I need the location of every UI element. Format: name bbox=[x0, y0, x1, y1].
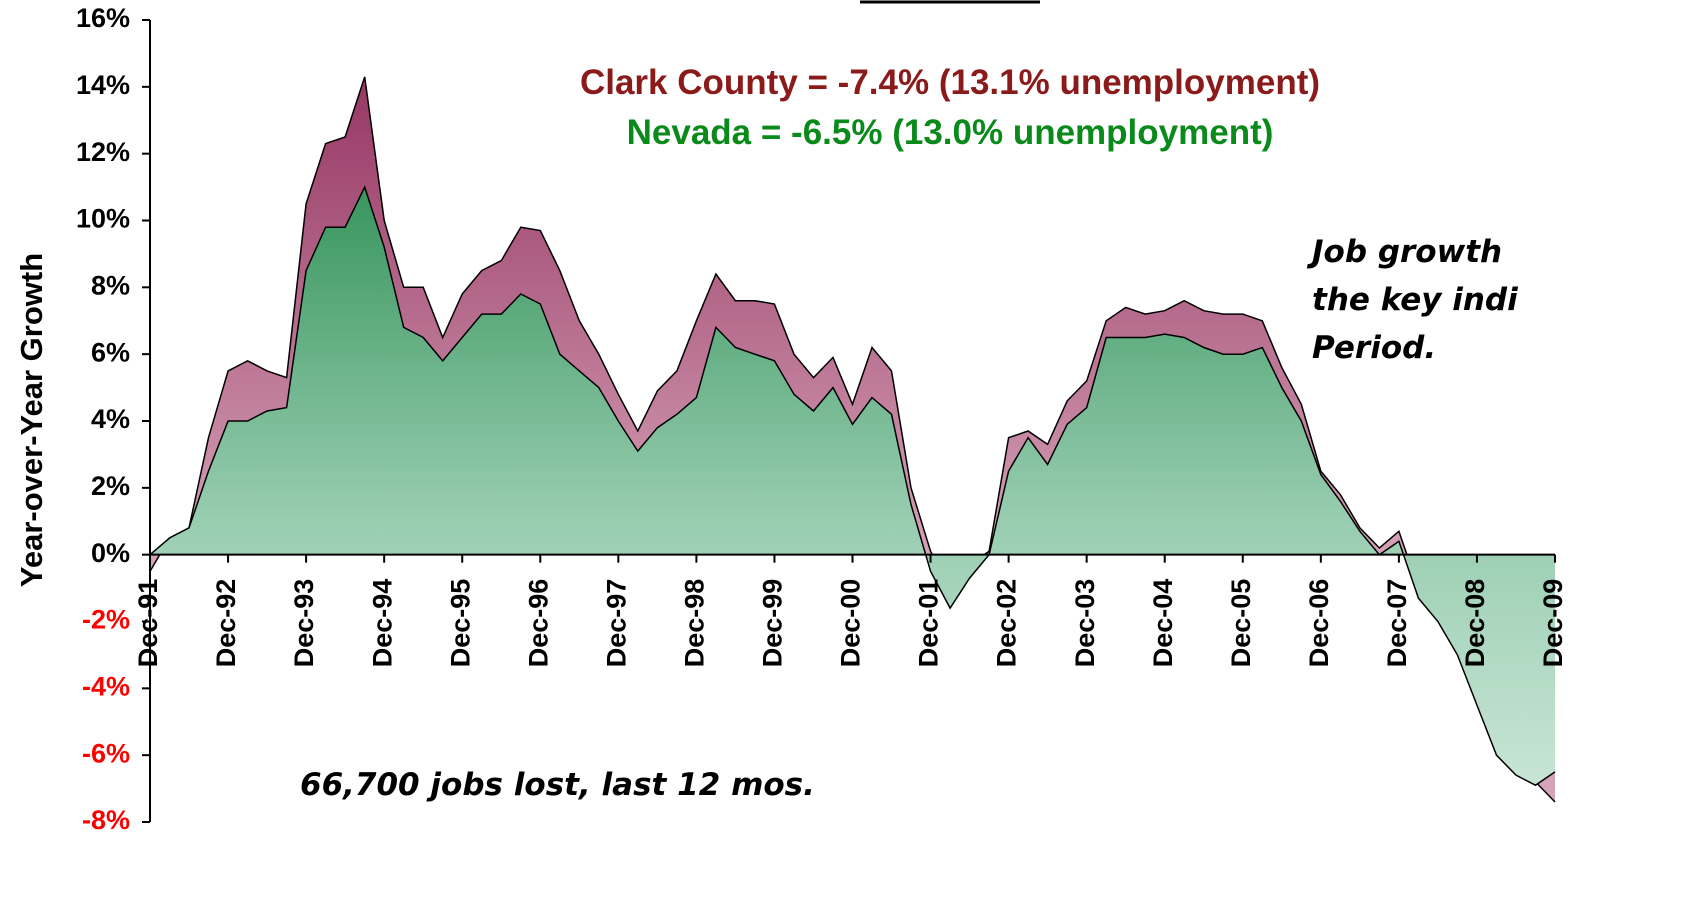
annotation: Nevada = -6.5% (13.0% unemployment) bbox=[627, 113, 1274, 152]
y-tick-label: 6% bbox=[91, 337, 130, 367]
x-tick-label: Dec-07 bbox=[1382, 579, 1412, 668]
x-tick-label: Dec-02 bbox=[992, 579, 1022, 668]
y-axis-label: Year-over-Year Growth bbox=[14, 253, 49, 587]
y-tick-label: 14% bbox=[76, 70, 130, 100]
annotation-text: = -7.4% (13.1% unemployment) bbox=[808, 63, 1321, 102]
x-tick-label: Dec-03 bbox=[1070, 579, 1100, 668]
x-tick-label: Dec-93 bbox=[289, 579, 319, 668]
x-tick-label: Dec-05 bbox=[1226, 579, 1256, 668]
annotation-text: = -6.5% (13.0% unemployment) bbox=[761, 113, 1274, 152]
x-tick-label: Dec-04 bbox=[1148, 579, 1178, 668]
chart: Year-over-Year Growth Clark County = -7.… bbox=[0, 0, 1706, 912]
x-tick-label: Dec-99 bbox=[758, 579, 788, 668]
x-tick-label: Dec-09 bbox=[1538, 579, 1568, 668]
series-name: Nevada bbox=[627, 113, 752, 152]
area bbox=[150, 187, 1555, 785]
y-tick-label: 2% bbox=[91, 471, 130, 501]
page: {"chart_data": { "type": "area", "y_labe… bbox=[0, 0, 1706, 912]
y-tick-label: -4% bbox=[82, 671, 130, 701]
annotation: Clark County = -7.4% (13.1% unemployment… bbox=[580, 63, 1320, 102]
x-tick-label: Dec-98 bbox=[680, 579, 710, 668]
x-tick-label: Dec-00 bbox=[836, 579, 866, 668]
note: 66,700 jobs lost, last 12 mos. bbox=[300, 767, 815, 803]
y-tick-label: -2% bbox=[82, 605, 130, 635]
y-tick-label: 4% bbox=[91, 404, 130, 434]
x-tick-label: Dec-95 bbox=[445, 579, 475, 668]
series-name: Clark County bbox=[580, 63, 798, 102]
y-tick-label: -6% bbox=[82, 738, 130, 768]
x-tick-label: Dec-08 bbox=[1460, 579, 1490, 668]
y-tick-label: -8% bbox=[82, 805, 130, 835]
y-tick-label: 16% bbox=[76, 3, 130, 33]
note: the key indi bbox=[1312, 282, 1518, 318]
y-tick-label: 12% bbox=[76, 137, 130, 167]
x-tick-label: Dec-01 bbox=[914, 579, 944, 668]
x-tick-label: Dec-94 bbox=[367, 579, 397, 668]
y-tick-label: 8% bbox=[91, 270, 130, 300]
x-tick-label: Dec-97 bbox=[601, 579, 631, 668]
x-tick-label: Dec-92 bbox=[211, 579, 241, 668]
note: Period. bbox=[1312, 330, 1436, 366]
x-tick-label: Dec-96 bbox=[523, 579, 553, 668]
x-tick-label: Dec-91 bbox=[133, 579, 163, 668]
x-tick-label: Dec-06 bbox=[1304, 579, 1334, 668]
y-tick-label: 0% bbox=[91, 538, 130, 568]
y-tick-label: 10% bbox=[76, 204, 130, 234]
note: Job growth bbox=[1306, 234, 1502, 270]
